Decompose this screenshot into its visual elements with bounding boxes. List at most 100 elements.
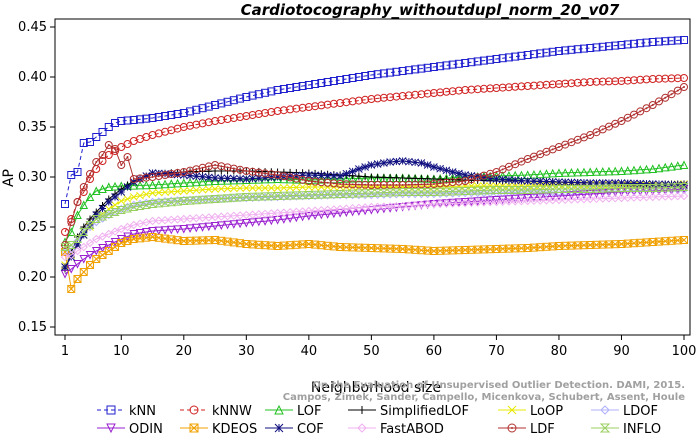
data-point xyxy=(204,118,213,127)
data-point xyxy=(467,188,476,198)
data-point xyxy=(605,179,613,187)
data-point xyxy=(554,195,564,205)
data-point xyxy=(635,165,645,174)
data-point xyxy=(648,184,658,192)
data-point xyxy=(117,117,126,125)
data-point xyxy=(441,187,452,196)
data-point xyxy=(573,195,582,204)
data-point xyxy=(173,178,182,188)
data-point xyxy=(436,62,445,71)
data-point xyxy=(198,119,207,128)
data-point xyxy=(122,204,133,213)
data-point xyxy=(148,180,157,189)
data-point xyxy=(336,172,344,180)
data-point xyxy=(536,177,545,186)
data-point xyxy=(148,169,157,177)
data-point xyxy=(517,196,526,206)
data-point xyxy=(448,199,457,208)
data-point xyxy=(579,185,589,193)
data-point xyxy=(254,168,263,177)
data-point xyxy=(379,69,388,78)
data-point xyxy=(179,178,189,187)
data-point xyxy=(336,180,345,188)
data-point xyxy=(642,164,651,174)
data-point xyxy=(498,175,507,184)
data-point xyxy=(399,174,407,182)
y-axis: 0.15 0.20 0.25 0.30 0.35 0.40 0.45 xyxy=(18,20,55,335)
data-point xyxy=(198,213,207,223)
data-point xyxy=(404,91,413,100)
data-point xyxy=(436,88,445,97)
data-point xyxy=(454,188,464,198)
data-point xyxy=(342,98,351,107)
data-point xyxy=(535,187,545,197)
data-point xyxy=(86,175,95,183)
data-point xyxy=(192,213,201,223)
data-point xyxy=(342,169,351,178)
legend-label: kNNW xyxy=(212,404,252,419)
data-point xyxy=(298,207,307,216)
data-point xyxy=(217,162,226,171)
data-point xyxy=(223,97,232,106)
data-point xyxy=(367,190,376,200)
data-point xyxy=(197,195,208,204)
data-point xyxy=(248,210,257,219)
data-point xyxy=(210,222,220,231)
data-point xyxy=(442,87,451,96)
legend-marker xyxy=(106,423,116,434)
data-point xyxy=(398,189,407,199)
data-point xyxy=(367,71,376,79)
data-point xyxy=(448,87,457,96)
data-point xyxy=(129,193,138,201)
data-point xyxy=(404,188,414,196)
data-point xyxy=(548,168,558,178)
x-tick-label: 50 xyxy=(363,344,380,359)
data-point xyxy=(141,201,151,209)
data-point xyxy=(205,167,213,175)
legend-marker xyxy=(274,404,284,415)
data-point xyxy=(667,36,676,45)
data-point xyxy=(367,206,376,215)
data-point xyxy=(373,190,382,200)
data-point xyxy=(566,185,577,193)
data-point xyxy=(623,184,633,192)
data-point xyxy=(336,76,345,84)
data-point xyxy=(648,38,657,46)
data-point xyxy=(341,189,352,198)
data-point xyxy=(79,255,89,264)
data-point xyxy=(229,164,238,173)
data-point xyxy=(254,90,263,99)
data-point xyxy=(617,41,626,49)
legend-marker xyxy=(358,406,366,414)
data-point xyxy=(486,174,495,183)
data-point xyxy=(285,207,295,217)
data-point xyxy=(548,195,557,205)
data-point xyxy=(342,180,351,189)
data-point xyxy=(191,177,201,187)
data-point xyxy=(610,166,620,176)
legend-item-kdeos: KDEOS xyxy=(180,422,257,434)
data-point xyxy=(229,96,238,105)
data-point xyxy=(392,189,401,199)
data-point xyxy=(298,82,307,90)
data-point xyxy=(292,207,301,217)
data-point xyxy=(342,204,351,213)
data-point xyxy=(611,77,620,86)
data-point xyxy=(60,243,70,251)
x-tick-label: 40 xyxy=(301,344,318,359)
data-point xyxy=(448,60,457,69)
data-point xyxy=(667,192,676,201)
data-point xyxy=(567,167,576,177)
data-point xyxy=(529,193,539,203)
legend-label: LDF xyxy=(530,422,555,434)
legend-label: SimplifiedLOF xyxy=(380,404,469,419)
data-point xyxy=(98,184,107,193)
legend-label: LDOF xyxy=(623,404,658,419)
data-point xyxy=(179,214,189,224)
data-point xyxy=(423,63,432,72)
data-point xyxy=(229,211,239,221)
data-point xyxy=(529,81,538,90)
data-point xyxy=(217,184,226,193)
data-point xyxy=(429,63,438,71)
data-point xyxy=(242,210,251,220)
